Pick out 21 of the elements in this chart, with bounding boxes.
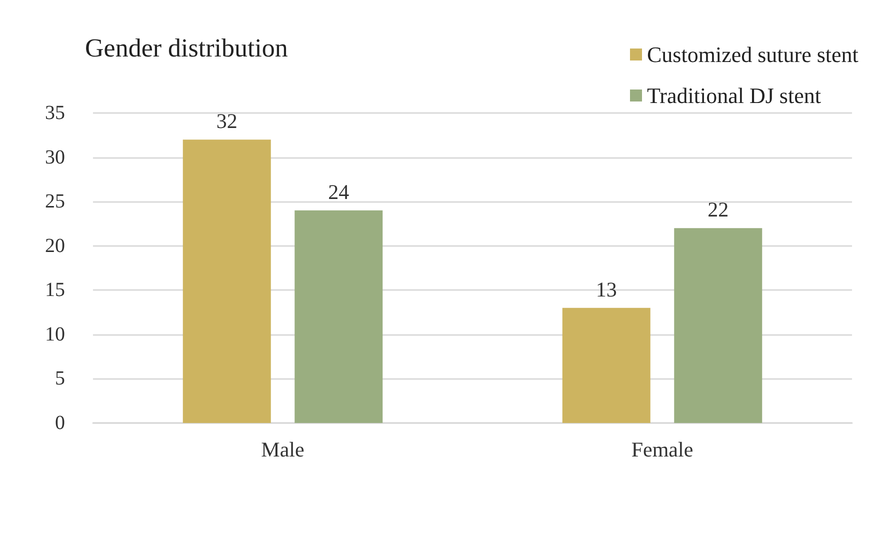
data-label: 13 xyxy=(596,277,617,302)
chart-title: Gender distribution xyxy=(85,34,288,62)
legend-label: Customized suture stent xyxy=(647,42,858,67)
y-tick-label: 35 xyxy=(45,102,65,124)
data-label: 32 xyxy=(216,109,238,134)
data-label: 22 xyxy=(708,198,729,222)
data-label: 24 xyxy=(328,180,350,204)
y-tick-label: 25 xyxy=(45,190,65,213)
legend-label: Traditional DJ stent xyxy=(647,83,821,108)
bar xyxy=(182,140,271,423)
x-tick-label: Female xyxy=(631,438,694,462)
bar xyxy=(562,308,650,423)
y-tick-label: 30 xyxy=(45,146,65,168)
y-tick-label: 5 xyxy=(55,368,65,390)
y-tick-label: 0 xyxy=(55,412,65,434)
y-tick-label: 10 xyxy=(45,323,65,346)
bar xyxy=(674,228,762,423)
y-tick-label: 15 xyxy=(45,279,65,302)
x-tick-label: Male xyxy=(261,438,304,462)
bar xyxy=(294,210,383,423)
y-tick-label: 20 xyxy=(45,234,65,257)
